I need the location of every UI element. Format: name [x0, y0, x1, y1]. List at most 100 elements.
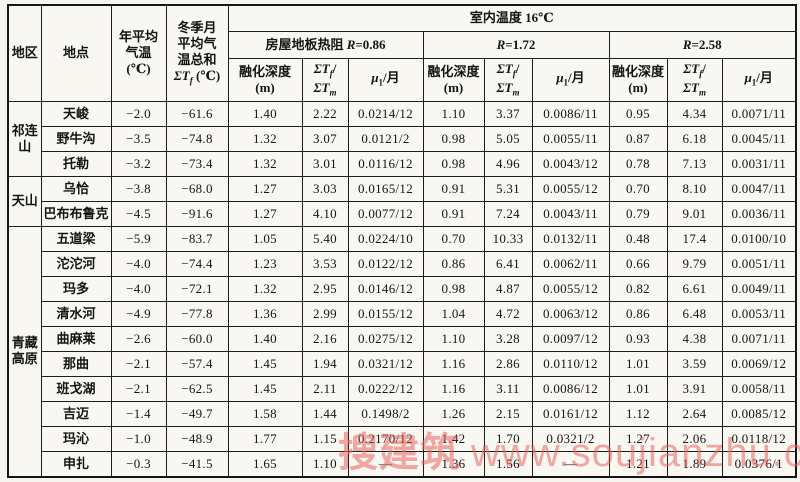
value-cell: −48.9 — [165, 425, 229, 452]
value-cell: 0.0321/12 — [347, 350, 424, 377]
value-cell: 1.26 — [422, 400, 485, 427]
value-cell: 0.91 — [422, 200, 485, 227]
value-cell: 0.70 — [608, 175, 668, 202]
value-cell: 0.0100/10 — [721, 225, 797, 252]
value-cell: 1.01 — [608, 375, 668, 402]
location-cell: 吉迈 — [40, 400, 112, 427]
value-cell: 0.0222/12 — [347, 375, 424, 402]
value-cell: 0.0086/12 — [531, 375, 610, 402]
col-header-winter-sum: 冬季月 平均气 温总和 ΣTf (℃) — [165, 4, 229, 102]
value-cell: 7.13 — [666, 150, 723, 177]
winter-sum-line2: 平均气 — [177, 36, 217, 52]
value-cell: 5.40 — [301, 225, 349, 252]
value-cell: 3.37 — [483, 100, 533, 127]
value-cell: 1.16 — [422, 350, 485, 377]
value-cell: 1.94 — [301, 350, 349, 377]
value-cell: −4.5 — [110, 200, 167, 227]
value-cell: 2.64 — [666, 400, 723, 427]
value-cell: 0.0161/12 — [531, 400, 610, 427]
value-cell: −3.5 — [110, 125, 167, 152]
value-cell: −4.9 — [110, 300, 167, 327]
value-cell: −60.0 — [165, 325, 229, 352]
value-cell: 1.27 — [608, 425, 668, 452]
value-cell: 1.27 — [227, 200, 303, 227]
value-cell: 0.0043/12 — [531, 150, 610, 177]
value-cell: −62.5 — [165, 375, 229, 402]
value-cell: 4.96 — [483, 150, 533, 177]
location-cell: 托勒 — [40, 150, 112, 177]
value-cell: 1.89 — [666, 450, 723, 478]
value-cell: 1.36 — [422, 450, 485, 478]
value-cell: 0.0085/12 — [721, 400, 797, 427]
value-cell: 17.4 — [666, 225, 723, 252]
value-cell: 0.98 — [422, 125, 485, 152]
value-cell: 0.0055/12 — [531, 175, 610, 202]
header-row-3: 融化深度 (m) ΣTf/ΣTm μ1/月 融化深度 (m) ΣTf/ΣTm μ1/… — [8, 57, 797, 102]
value-cell: 0.70 — [422, 225, 485, 252]
r-group-header-258: R=2.58 — [608, 30, 797, 59]
annual-temp-line3: (℃) — [126, 61, 151, 77]
col-header-thaw-depth-3: 融化深度 (m) — [608, 57, 668, 102]
value-cell: 0.86 — [608, 300, 668, 327]
table-row: 清水河 −4.9 −77.8 1.36 2.99 0.0155/12 1.04 4.72 0.0… — [8, 300, 797, 327]
value-cell: 0.0121/2 — [347, 125, 424, 152]
value-cell: −74.4 — [165, 250, 229, 277]
value-cell: 0.1498/2 — [347, 400, 424, 427]
table-row: 祁连山 天峻 −2.0 −61.6 1.40 2.22 0.0214/12 1.10 3.37 0… — [7, 100, 797, 177]
value-cell: 0.86 — [422, 250, 485, 277]
location-cell: 五道梁 — [40, 225, 112, 252]
value-cell: 3.59 — [666, 350, 723, 377]
value-cell: 0.2170/12 — [347, 425, 424, 452]
value-cell: 0.0146/12 — [347, 275, 424, 302]
value-cell: 6.18 — [666, 125, 723, 152]
value-cell: 0.0071/11 — [721, 100, 797, 127]
table-row: 曲麻莱 −2.6 −60.0 1.40 2.16 0.0275/12 1.10 3.28 0.0… — [8, 325, 797, 352]
value-cell: 0.0077/12 — [347, 200, 424, 227]
table-row: 班戈湖 −2.1 −62.5 1.45 2.11 0.0222/12 1.16 3.11 0.0… — [8, 375, 797, 402]
value-cell: −2.1 — [110, 350, 167, 377]
value-cell: −3.2 — [110, 150, 167, 177]
r-symbol: R — [682, 36, 692, 52]
value-cell: 4.10 — [301, 200, 349, 227]
value-cell: 0.0049/11 — [721, 275, 797, 302]
value-cell: 9.01 — [666, 200, 723, 227]
location-cell: 玛多 — [40, 275, 112, 302]
value-cell: 0.78 — [608, 150, 668, 177]
value-cell: 1.01 — [608, 350, 668, 377]
thaw-depth-table: 地区 地点 年平均 气温 (℃) 冬季月 平均气 温总和 ΣTf (℃) 室内温… — [7, 4, 797, 478]
location-cell: 那曲 — [40, 350, 112, 377]
r-symbol: R — [346, 36, 356, 52]
value-cell: 5.05 — [483, 125, 533, 152]
value-cell: 3.03 — [301, 175, 349, 202]
value-cell: 3.53 — [301, 250, 349, 277]
value-cell: 0.0118/12 — [721, 425, 797, 452]
value-cell: 1.10 — [301, 450, 349, 478]
r-group-prefix: 房屋地板热阻 — [265, 36, 347, 52]
value-cell: 2.16 — [301, 325, 349, 352]
col-header-ratio-2: ΣTf/ΣTm — [483, 57, 533, 102]
value-cell: 0.66 — [608, 250, 668, 277]
value-cell: 0.0055/11 — [531, 125, 610, 152]
winter-sum-line3: 温总和 — [177, 51, 217, 67]
value-cell: −91.6 — [165, 200, 229, 227]
value-cell: 0.0062/11 — [531, 250, 610, 277]
value-cell: −57.4 — [165, 350, 229, 377]
value-cell: 0.0110/12 — [531, 350, 610, 377]
value-cell: 0.98 — [422, 275, 485, 302]
value-cell: 3.11 — [483, 375, 533, 402]
value-cell: 0.0051/11 — [721, 250, 797, 277]
value-cell: 6.48 — [666, 300, 723, 327]
value-cell: 1.58 — [227, 400, 303, 427]
value-cell: −61.6 — [165, 100, 229, 127]
value-cell: 1.40 — [227, 325, 303, 352]
value-cell: 1.45 — [227, 350, 303, 377]
table-row: 那曲 −2.1 −57.4 1.45 1.94 0.0321/12 1.16 2.86 0.01… — [8, 350, 797, 377]
region-cell: 祁连山 — [7, 100, 42, 177]
table-body: 祁连山 天峻 −2.0 −61.6 1.40 2.22 0.0214/12 1.10 3.37 0… — [7, 100, 797, 478]
value-cell: −49.7 — [165, 400, 229, 427]
value-cell: −4.0 — [110, 250, 167, 277]
location-cell: 沱沱河 — [40, 250, 112, 277]
table-row: 野牛沟 −3.5 −74.8 1.32 3.07 0.0121/2 0.98 5.05 0.00… — [8, 125, 797, 152]
value-cell: 7.24 — [483, 200, 533, 227]
